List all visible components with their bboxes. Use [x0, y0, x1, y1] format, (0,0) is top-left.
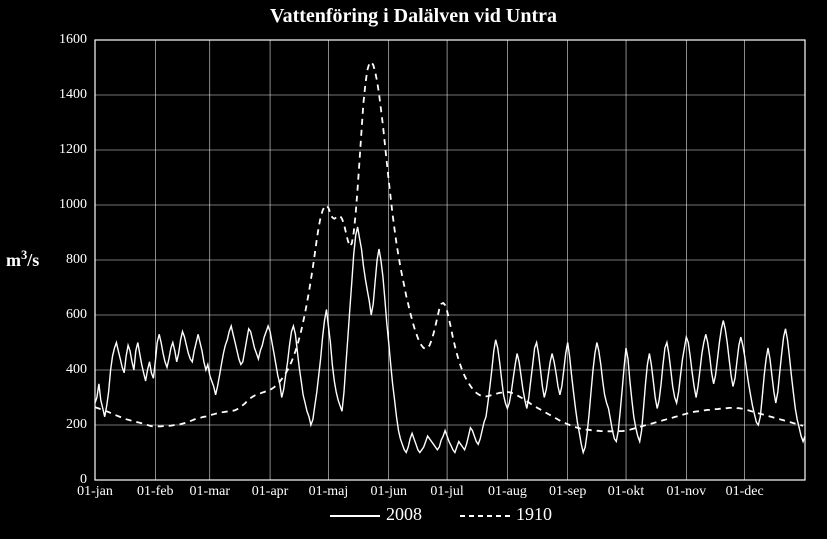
y-tick-label: 400: [66, 362, 87, 377]
x-tick-label: 01-maj: [309, 484, 349, 499]
y-tick-label: 200: [66, 417, 87, 432]
x-tick-label: 01-apr: [252, 484, 289, 499]
x-tick-label: 01-aug: [488, 484, 527, 499]
x-tick-label: 01-nov: [667, 484, 707, 499]
chart-svg: 0200400600800100012001400160001-jan01-fe…: [0, 0, 827, 539]
x-tick-label: 01-jan: [77, 484, 113, 499]
chart-container: Vattenföring i Dalälven vid Untra m3/s 0…: [0, 0, 827, 539]
x-tick-label: 01-feb: [137, 484, 174, 499]
series-2008: [95, 227, 805, 453]
legend-label-1910: 1910: [516, 504, 552, 524]
legend-label-2008: 2008: [386, 504, 422, 524]
series-1910: [95, 62, 803, 431]
y-tick-label: 600: [66, 307, 87, 322]
y-tick-label: 800: [66, 252, 87, 267]
y-tick-label: 1000: [59, 197, 87, 212]
x-tick-label: 01-dec: [726, 484, 764, 499]
grid: [95, 40, 805, 480]
x-tick-label: 01-okt: [608, 484, 645, 499]
x-tick-label: 01-jun: [370, 484, 407, 499]
y-tick-label: 1400: [59, 87, 87, 102]
x-tick-label: 01-jul: [430, 484, 464, 499]
y-tick-label: 1600: [59, 32, 87, 47]
y-tick-label: 1200: [59, 142, 87, 157]
x-tick-label: 01-sep: [549, 484, 586, 499]
x-tick-label: 01-mar: [190, 484, 231, 499]
